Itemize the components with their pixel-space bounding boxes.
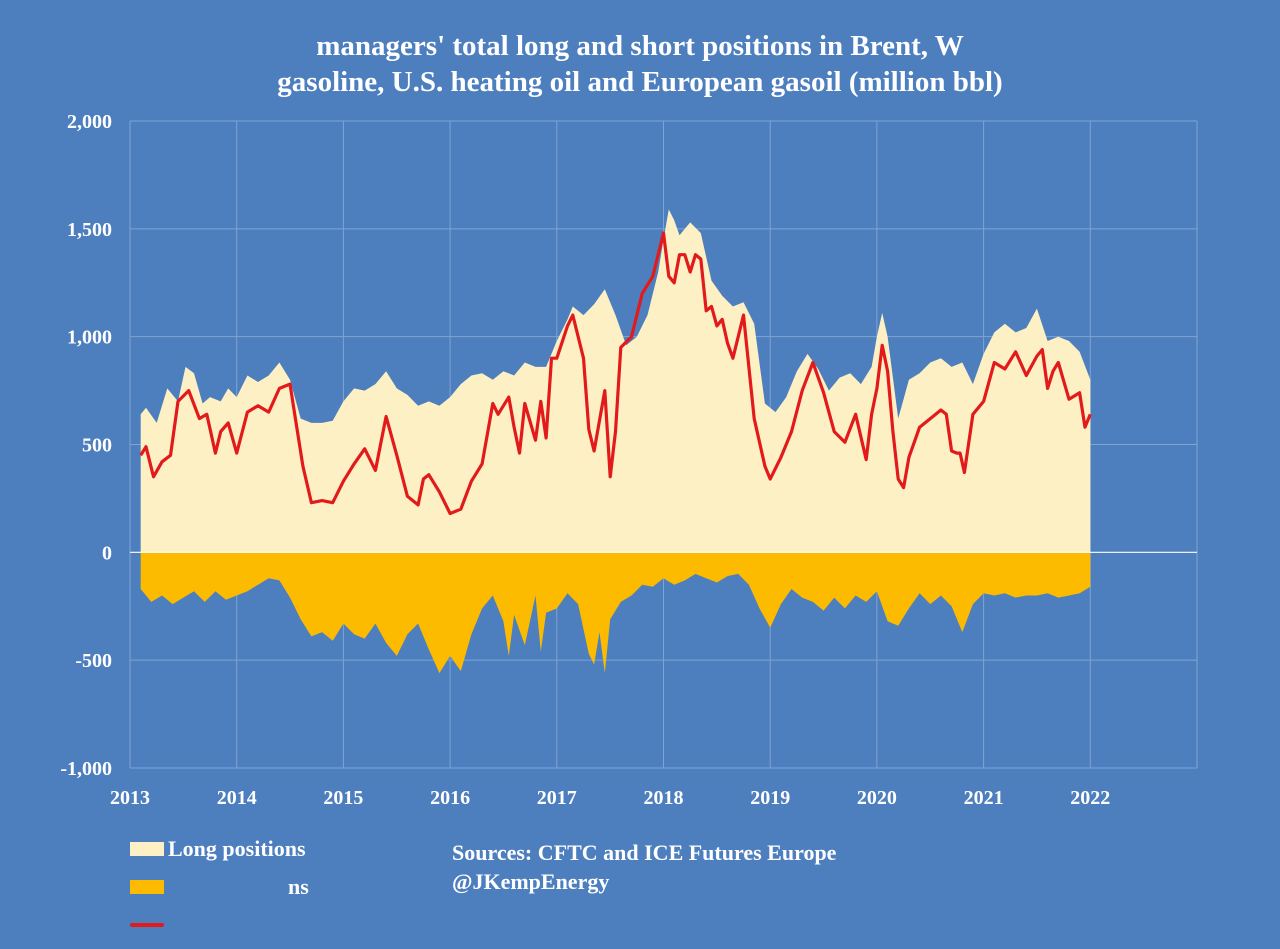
- chart-title-line-2: gasoline, U.S. heating oil and European …: [277, 66, 1003, 98]
- x-tick-label: 2015: [323, 787, 363, 809]
- chart-title-line-1: managers' total long and short positions…: [316, 30, 964, 62]
- y-axis-tick-labels: 2,000 1,500 1,000 500 0 -500 -1,000: [60, 111, 112, 780]
- legend-swatch-net: [130, 923, 164, 927]
- short-positions-area: [140, 552, 1091, 674]
- x-tick-label: 2022: [1070, 787, 1110, 809]
- area-layer: [140, 209, 1091, 674]
- legend-item-net: [130, 906, 309, 944]
- x-tick-label: 2017: [537, 787, 577, 809]
- author-handle: @JKempEnergy: [452, 869, 610, 894]
- x-tick-label: 2016: [430, 787, 470, 809]
- legend-item-short: ns: [130, 868, 309, 906]
- legend-label-long: Long positions: [168, 836, 306, 861]
- sources-line: Sources: CFTC and ICE Futures Europe: [452, 840, 837, 865]
- y-tick-label: -1,000: [60, 758, 112, 780]
- x-tick-label: 2021: [964, 787, 1004, 809]
- legend-swatch-long: [130, 842, 164, 856]
- legend-swatch-short: [130, 880, 164, 894]
- chart-title: managers' total long and short positions…: [0, 28, 1280, 100]
- legend-label-short: ns: [288, 874, 309, 899]
- y-tick-label: 1,000: [67, 327, 112, 349]
- y-tick-label: 0: [102, 542, 112, 564]
- y-tick-label: -500: [75, 650, 112, 672]
- x-tick-label: 2018: [644, 787, 684, 809]
- x-tick-label: 2014: [217, 787, 257, 809]
- y-tick-label: 1,500: [67, 219, 112, 241]
- line-layer: [130, 231, 1197, 553]
- legend: Long positions ns: [130, 830, 309, 944]
- y-tick-label: 2,000: [67, 111, 112, 133]
- x-tick-label: 2019: [750, 787, 790, 809]
- x-axis-tick-labels: 2013 2014 2015 2016 2017 2018 2019 2020 2021 2022: [110, 787, 1110, 809]
- x-tick-label: 2020: [857, 787, 897, 809]
- x-tick-label: 2013: [110, 787, 150, 809]
- sources-note: Sources: CFTC and ICE Futures Europe @JK…: [452, 838, 836, 896]
- net-position-line: [139, 231, 1092, 516]
- long-positions-area: [140, 209, 1091, 553]
- y-tick-label: 500: [82, 435, 112, 457]
- legend-item-long: Long positions: [130, 830, 309, 868]
